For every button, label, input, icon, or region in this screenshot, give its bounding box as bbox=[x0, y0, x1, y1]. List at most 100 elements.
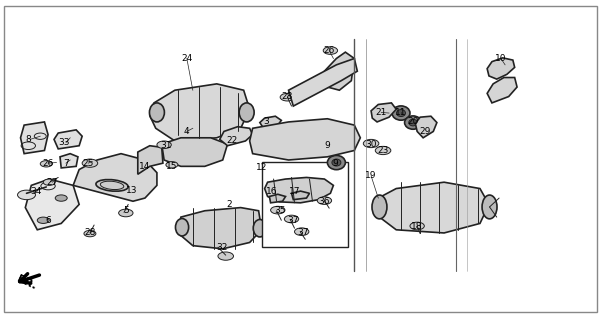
Circle shape bbox=[375, 146, 391, 155]
Circle shape bbox=[84, 230, 96, 237]
Text: 21: 21 bbox=[376, 108, 387, 117]
Circle shape bbox=[317, 197, 332, 204]
Text: 32: 32 bbox=[216, 243, 227, 252]
Ellipse shape bbox=[372, 195, 387, 219]
Circle shape bbox=[280, 93, 294, 101]
Text: 31: 31 bbox=[160, 141, 172, 150]
Text: 22: 22 bbox=[226, 136, 237, 146]
Circle shape bbox=[43, 179, 55, 185]
Text: 34: 34 bbox=[31, 187, 42, 196]
Text: FR.: FR. bbox=[15, 273, 38, 291]
Text: 15: 15 bbox=[166, 162, 178, 171]
FancyBboxPatch shape bbox=[4, 6, 597, 312]
Polygon shape bbox=[415, 116, 437, 138]
Polygon shape bbox=[54, 130, 82, 149]
Text: 36: 36 bbox=[319, 197, 330, 206]
Ellipse shape bbox=[409, 119, 417, 126]
Polygon shape bbox=[25, 179, 79, 230]
Text: 35: 35 bbox=[274, 206, 285, 215]
Circle shape bbox=[270, 206, 285, 214]
Polygon shape bbox=[487, 77, 517, 103]
Ellipse shape bbox=[482, 195, 497, 219]
Text: 11: 11 bbox=[395, 108, 407, 117]
Text: 14: 14 bbox=[139, 162, 151, 171]
Text: 37: 37 bbox=[287, 216, 299, 225]
Text: 4: 4 bbox=[184, 127, 190, 136]
Circle shape bbox=[284, 215, 299, 223]
Text: 23: 23 bbox=[377, 146, 389, 155]
Circle shape bbox=[82, 159, 98, 167]
Polygon shape bbox=[73, 154, 157, 201]
Ellipse shape bbox=[397, 109, 406, 116]
Circle shape bbox=[294, 228, 309, 236]
Text: 18: 18 bbox=[412, 222, 423, 231]
Circle shape bbox=[55, 195, 67, 201]
Polygon shape bbox=[178, 208, 261, 249]
Circle shape bbox=[157, 141, 171, 148]
Ellipse shape bbox=[320, 139, 338, 153]
Polygon shape bbox=[371, 103, 396, 122]
Polygon shape bbox=[325, 52, 355, 90]
Polygon shape bbox=[20, 122, 48, 154]
Text: 5: 5 bbox=[123, 206, 129, 215]
Text: 33: 33 bbox=[58, 138, 70, 147]
Ellipse shape bbox=[253, 220, 266, 237]
Text: 13: 13 bbox=[126, 186, 138, 195]
Text: 17: 17 bbox=[288, 187, 300, 196]
Polygon shape bbox=[264, 178, 334, 203]
Text: 6: 6 bbox=[45, 216, 51, 225]
Circle shape bbox=[37, 217, 49, 223]
Text: 3: 3 bbox=[263, 117, 269, 126]
Text: 26: 26 bbox=[323, 46, 335, 55]
Polygon shape bbox=[60, 154, 78, 168]
Circle shape bbox=[218, 252, 234, 260]
Polygon shape bbox=[138, 146, 163, 174]
Text: 28: 28 bbox=[282, 92, 293, 101]
Circle shape bbox=[118, 209, 133, 217]
Polygon shape bbox=[150, 84, 249, 141]
Text: 27: 27 bbox=[46, 178, 58, 187]
Text: 16: 16 bbox=[266, 187, 278, 196]
Circle shape bbox=[323, 47, 338, 54]
Polygon shape bbox=[291, 191, 310, 200]
Ellipse shape bbox=[404, 116, 421, 129]
Polygon shape bbox=[375, 182, 489, 233]
Circle shape bbox=[364, 140, 379, 148]
Text: 29: 29 bbox=[419, 127, 431, 136]
Circle shape bbox=[166, 162, 178, 168]
Ellipse shape bbox=[325, 142, 334, 149]
Text: 24: 24 bbox=[182, 54, 192, 63]
Circle shape bbox=[17, 190, 35, 200]
Text: 25: 25 bbox=[82, 159, 94, 168]
Text: 12: 12 bbox=[256, 164, 267, 172]
Text: 20: 20 bbox=[407, 117, 419, 126]
Circle shape bbox=[40, 161, 52, 167]
Text: 28: 28 bbox=[84, 228, 96, 237]
Ellipse shape bbox=[175, 219, 189, 236]
Polygon shape bbox=[269, 194, 285, 203]
Text: 2: 2 bbox=[226, 200, 231, 209]
Text: 7: 7 bbox=[63, 159, 69, 168]
Polygon shape bbox=[249, 119, 361, 160]
Text: 9: 9 bbox=[325, 141, 331, 150]
Polygon shape bbox=[487, 58, 514, 79]
Text: 30: 30 bbox=[365, 140, 377, 148]
Text: 10: 10 bbox=[495, 54, 507, 63]
Text: 8: 8 bbox=[25, 135, 31, 144]
FancyBboxPatch shape bbox=[261, 162, 349, 247]
Polygon shape bbox=[162, 138, 228, 166]
Text: 26: 26 bbox=[42, 159, 53, 168]
Ellipse shape bbox=[392, 106, 410, 120]
Ellipse shape bbox=[332, 159, 341, 166]
Polygon shape bbox=[260, 116, 281, 130]
Text: 19: 19 bbox=[365, 172, 377, 180]
Circle shape bbox=[410, 222, 424, 230]
Ellipse shape bbox=[96, 180, 128, 191]
Ellipse shape bbox=[328, 156, 346, 170]
Ellipse shape bbox=[239, 103, 254, 122]
Polygon shape bbox=[220, 127, 252, 146]
Text: 37: 37 bbox=[297, 228, 310, 237]
Text: 9: 9 bbox=[332, 159, 338, 168]
Ellipse shape bbox=[150, 103, 165, 122]
Polygon shape bbox=[288, 59, 358, 106]
